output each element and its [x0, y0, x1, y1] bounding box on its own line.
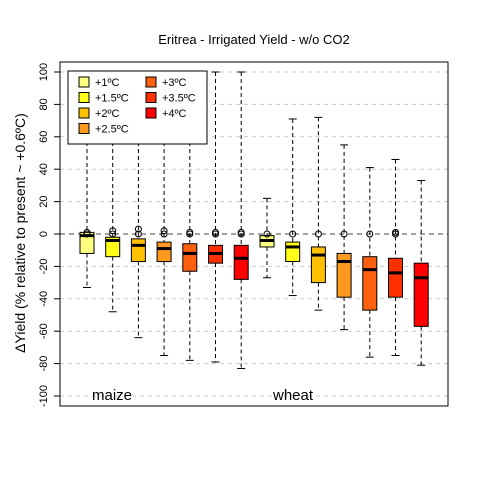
- legend-swatch: [78, 107, 90, 119]
- box-iqr: [233, 244, 249, 280]
- legend-label: +4ºC: [162, 108, 187, 120]
- group-label-maize: maize: [92, 387, 132, 404]
- outlier-point: [392, 228, 399, 236]
- box-iqr: [336, 252, 352, 298]
- chart-title: Eritrea - Irrigated Yield - w/o CO2: [158, 32, 349, 47]
- y-tick-label: 80: [38, 98, 50, 110]
- y-tick-label: 100: [38, 63, 50, 81]
- box-maize-0: [79, 71, 95, 288]
- legend-label: +3.5ºC: [162, 93, 196, 105]
- legend: +1ºC +1.5ºC +2ºC +2.5ºC +3ºC +3.5ºC +4ºC: [67, 70, 208, 145]
- legend-swatch: [78, 92, 90, 103]
- y-tick-label: 60: [38, 131, 50, 143]
- box-maize-5: [208, 71, 223, 363]
- outlier-point: [186, 230, 194, 238]
- box-iqr: [413, 262, 429, 327]
- outlier-point: [289, 230, 297, 238]
- outlier-point: [109, 227, 117, 235]
- box-layer: [79, 71, 429, 369]
- box-maize-4: [182, 71, 198, 361]
- box-iqr: [79, 231, 95, 254]
- y-tick-label: 20: [38, 195, 50, 207]
- group-label-wheat: wheat: [272, 387, 314, 404]
- y-tick-label: 40: [38, 163, 50, 175]
- outlier-point: [160, 230, 168, 238]
- legend-swatch: [145, 92, 157, 103]
- box-wheat-2: [310, 116, 326, 311]
- legend-swatch: [78, 123, 90, 134]
- y-axis-label: ΔYield (% relative to present ~ +0.6ºC): [12, 113, 28, 353]
- box-iqr: [182, 243, 198, 272]
- outlier-point: [134, 225, 142, 233]
- legend-swatch: [145, 76, 157, 88]
- legend-label: +1.5ºC: [95, 93, 129, 105]
- box-wheat-1: [285, 118, 301, 297]
- outlier-point: [109, 230, 117, 238]
- box-wheat-5: [388, 158, 403, 356]
- box-iqr: [388, 257, 403, 298]
- outlier-point: [314, 230, 322, 238]
- group-labels: maize wheat: [92, 387, 314, 404]
- outlier-point: [366, 230, 374, 238]
- box-iqr: [310, 246, 326, 284]
- box-iqr: [285, 241, 301, 263]
- legend-label: +2ºC: [95, 108, 120, 120]
- box-wheat-4: [362, 167, 378, 358]
- legend-label: +1ºC: [95, 77, 120, 89]
- y-tick-label: -100: [38, 385, 50, 407]
- box-wheat-3: [336, 144, 352, 331]
- box-iqr: [362, 256, 378, 311]
- outlier-point: [160, 227, 168, 235]
- outlier-point: [340, 230, 348, 238]
- y-tick-label: -80: [38, 356, 50, 372]
- y-tick-label: 0: [38, 231, 50, 237]
- outlier-point: [263, 230, 271, 238]
- box-wheat-6: [413, 180, 429, 366]
- legend-swatch: [145, 107, 157, 119]
- legend-swatch: [78, 76, 90, 88]
- legend-label: +3ºC: [162, 77, 187, 89]
- legend-label: +2.5ºC: [95, 124, 129, 136]
- legend-frame: [67, 70, 208, 145]
- box-maize-6: [233, 71, 249, 369]
- outlier-point: [237, 230, 245, 238]
- box-wheat-0: [259, 197, 275, 279]
- box-iqr: [156, 241, 172, 263]
- outlier-point: [83, 230, 91, 238]
- y-tick-label: -20: [38, 258, 50, 274]
- outlier-point: [212, 230, 219, 238]
- box-maize-2: [130, 71, 146, 339]
- y-tick-label: -40: [38, 291, 50, 307]
- outlier-point: [134, 230, 142, 238]
- y-tick-label: -60: [38, 323, 50, 339]
- y-axis: -100 -80 -60 -40 -20 0 20 40 60 80 100: [38, 63, 60, 407]
- box-iqr: [130, 238, 146, 263]
